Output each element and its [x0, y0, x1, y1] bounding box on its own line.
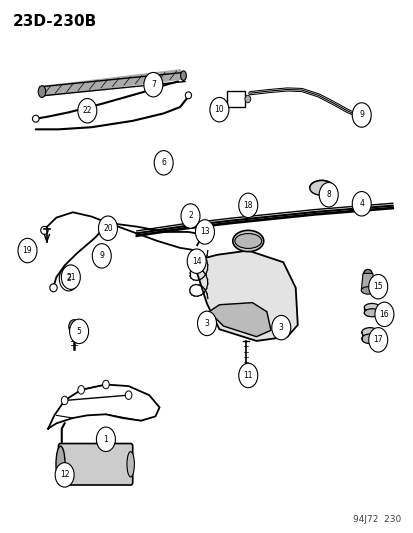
Circle shape	[18, 238, 37, 263]
Circle shape	[78, 99, 97, 123]
Circle shape	[187, 249, 206, 273]
Circle shape	[351, 191, 370, 216]
Circle shape	[154, 151, 173, 175]
Ellipse shape	[32, 115, 39, 122]
Text: 14: 14	[191, 257, 201, 265]
Circle shape	[59, 266, 78, 291]
Text: 12: 12	[60, 471, 69, 479]
Ellipse shape	[232, 230, 263, 252]
Ellipse shape	[361, 334, 377, 344]
Text: 15: 15	[373, 282, 382, 291]
Text: 22: 22	[82, 106, 92, 115]
FancyBboxPatch shape	[58, 443, 133, 485]
Polygon shape	[196, 251, 297, 341]
Text: 6: 6	[161, 158, 166, 167]
Text: 3: 3	[278, 323, 283, 332]
Circle shape	[368, 274, 387, 299]
Circle shape	[374, 302, 393, 327]
Circle shape	[102, 380, 109, 389]
Ellipse shape	[361, 328, 377, 337]
Text: 7: 7	[151, 80, 155, 89]
Polygon shape	[361, 273, 374, 290]
Ellipse shape	[234, 233, 261, 248]
Text: 2: 2	[188, 212, 192, 221]
Circle shape	[78, 385, 84, 394]
Ellipse shape	[180, 71, 186, 80]
Text: 16: 16	[379, 310, 388, 319]
Circle shape	[61, 265, 80, 289]
Circle shape	[209, 98, 228, 122]
Text: 13: 13	[199, 228, 209, 237]
Ellipse shape	[363, 309, 379, 317]
Ellipse shape	[361, 287, 374, 294]
Text: 10: 10	[214, 105, 224, 114]
Circle shape	[238, 193, 257, 217]
Ellipse shape	[127, 451, 134, 477]
Text: 21: 21	[66, 273, 76, 281]
Text: 1: 1	[103, 435, 108, 444]
Circle shape	[92, 244, 111, 268]
Circle shape	[61, 396, 68, 405]
Text: 11: 11	[243, 371, 252, 380]
Circle shape	[125, 391, 132, 399]
Text: 9: 9	[99, 252, 104, 260]
Circle shape	[364, 115, 370, 123]
Text: 18: 18	[243, 201, 252, 210]
Circle shape	[96, 427, 115, 451]
Circle shape	[271, 316, 290, 340]
Ellipse shape	[38, 86, 45, 98]
Text: 20: 20	[103, 224, 112, 233]
Circle shape	[318, 182, 337, 207]
Ellipse shape	[56, 446, 65, 482]
Ellipse shape	[185, 92, 191, 99]
FancyBboxPatch shape	[226, 91, 245, 107]
Text: 8: 8	[325, 190, 330, 199]
Text: 3: 3	[204, 319, 209, 328]
Text: 5: 5	[76, 327, 81, 336]
Ellipse shape	[363, 269, 371, 277]
Circle shape	[351, 103, 370, 127]
Text: 19: 19	[23, 246, 32, 255]
Circle shape	[69, 320, 79, 334]
Text: 94J72  230: 94J72 230	[352, 515, 400, 524]
Circle shape	[180, 204, 199, 228]
Circle shape	[104, 218, 112, 228]
Circle shape	[197, 311, 216, 336]
Polygon shape	[40, 70, 184, 96]
Ellipse shape	[40, 227, 48, 235]
Text: 23D-230B: 23D-230B	[13, 14, 97, 29]
Text: 2: 2	[66, 274, 71, 283]
Circle shape	[69, 319, 88, 344]
Circle shape	[238, 364, 257, 387]
Ellipse shape	[50, 284, 57, 292]
Circle shape	[98, 216, 117, 240]
Ellipse shape	[363, 303, 379, 311]
Polygon shape	[209, 303, 270, 337]
Circle shape	[144, 72, 162, 97]
Text: 9: 9	[358, 110, 363, 119]
Circle shape	[195, 220, 214, 244]
Text: 17: 17	[373, 335, 382, 344]
Circle shape	[368, 328, 387, 352]
Ellipse shape	[309, 180, 333, 195]
Circle shape	[55, 463, 74, 487]
Circle shape	[244, 95, 250, 103]
Text: 4: 4	[358, 199, 363, 208]
